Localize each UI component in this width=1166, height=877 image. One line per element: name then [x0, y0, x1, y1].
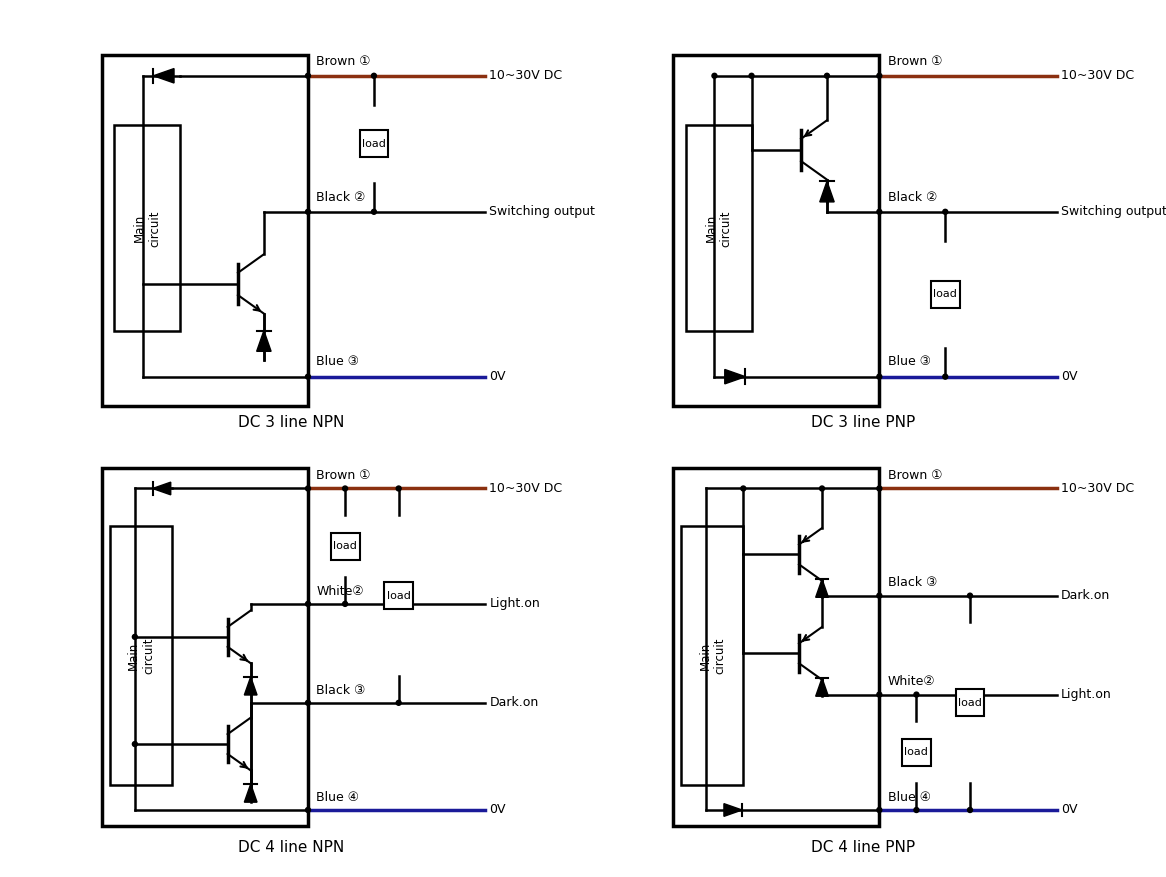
Text: DC 3 line NPN: DC 3 line NPN	[238, 415, 345, 431]
Text: load: load	[958, 698, 982, 708]
Circle shape	[305, 602, 310, 606]
Bar	[385, 582, 413, 609]
Circle shape	[968, 808, 972, 812]
Text: Main
circuit: Main circuit	[698, 638, 726, 674]
Text: DC 4 line NPN: DC 4 line NPN	[238, 840, 345, 855]
Bar	[114, 125, 181, 332]
Circle shape	[712, 74, 717, 78]
Circle shape	[877, 486, 881, 491]
Text: 10~30V DC: 10~30V DC	[490, 482, 562, 495]
Text: 0V: 0V	[1061, 370, 1077, 383]
Bar	[956, 689, 984, 717]
Circle shape	[877, 808, 881, 812]
Text: load: load	[905, 747, 928, 758]
Polygon shape	[820, 182, 834, 202]
Bar	[101, 55, 308, 405]
Text: Black ②: Black ②	[316, 190, 366, 203]
Bar	[686, 125, 752, 332]
Text: 0V: 0V	[1061, 803, 1077, 816]
Circle shape	[824, 74, 829, 78]
Text: Switching output: Switching output	[490, 205, 595, 218]
Text: load: load	[387, 590, 410, 601]
Polygon shape	[816, 579, 828, 597]
Circle shape	[372, 210, 377, 214]
Bar	[359, 131, 388, 157]
Text: 0V: 0V	[490, 803, 506, 816]
Text: 10~30V DC: 10~30V DC	[490, 69, 562, 82]
Bar	[110, 525, 171, 785]
Circle shape	[820, 486, 824, 491]
Text: load: load	[361, 139, 386, 149]
Circle shape	[943, 210, 948, 214]
Text: White②: White②	[316, 585, 364, 598]
Text: Blue ④: Blue ④	[316, 791, 359, 804]
Text: Blue ③: Blue ③	[316, 355, 359, 368]
Text: Dark.on: Dark.on	[1061, 589, 1110, 602]
Polygon shape	[725, 369, 745, 384]
Text: White②: White②	[887, 675, 935, 688]
Text: Black ③: Black ③	[316, 684, 366, 696]
Circle shape	[877, 593, 881, 598]
Circle shape	[305, 808, 310, 812]
Text: 10~30V DC: 10~30V DC	[1061, 69, 1133, 82]
Polygon shape	[245, 784, 257, 802]
Polygon shape	[724, 803, 742, 816]
Bar	[673, 468, 879, 826]
Text: DC 3 line PNP: DC 3 line PNP	[810, 415, 915, 431]
Circle shape	[343, 486, 347, 491]
Circle shape	[968, 593, 972, 598]
Text: Main
circuit: Main circuit	[133, 210, 161, 246]
Circle shape	[877, 210, 881, 214]
Text: DC 4 line PNP: DC 4 line PNP	[810, 840, 915, 855]
Circle shape	[396, 701, 401, 705]
Text: 10~30V DC: 10~30V DC	[1061, 482, 1133, 495]
Circle shape	[740, 486, 746, 491]
Circle shape	[877, 692, 881, 697]
Bar	[331, 533, 359, 560]
Circle shape	[133, 742, 138, 746]
Circle shape	[914, 808, 919, 812]
Text: Brown ①: Brown ①	[887, 54, 942, 68]
Circle shape	[305, 486, 310, 491]
Circle shape	[305, 374, 310, 379]
Text: Brown ①: Brown ①	[316, 469, 371, 482]
Bar	[673, 55, 879, 405]
Text: Brown ①: Brown ①	[887, 469, 942, 482]
Circle shape	[749, 74, 754, 78]
Bar	[930, 281, 960, 308]
Text: Light.on: Light.on	[490, 597, 540, 610]
Polygon shape	[257, 331, 272, 352]
Text: load: load	[333, 541, 357, 552]
Circle shape	[877, 374, 881, 379]
Polygon shape	[245, 677, 257, 695]
Text: Blue ④: Blue ④	[887, 791, 930, 804]
Text: load: load	[933, 289, 957, 299]
Circle shape	[343, 602, 347, 606]
Circle shape	[305, 210, 310, 214]
Circle shape	[372, 74, 377, 78]
Circle shape	[133, 634, 138, 639]
Text: Blue ③: Blue ③	[887, 355, 930, 368]
Bar	[902, 739, 930, 766]
Bar	[101, 468, 308, 826]
Circle shape	[396, 486, 401, 491]
Text: Black ③: Black ③	[887, 576, 937, 589]
Bar	[681, 525, 743, 785]
Text: Main
circuit: Main circuit	[704, 210, 732, 246]
Text: Switching output: Switching output	[1061, 205, 1166, 218]
Text: 0V: 0V	[490, 370, 506, 383]
Text: Light.on: Light.on	[1061, 688, 1111, 701]
Text: Dark.on: Dark.on	[490, 696, 539, 709]
Text: Main
circuit: Main circuit	[127, 638, 155, 674]
Polygon shape	[816, 678, 828, 696]
Circle shape	[914, 692, 919, 697]
Circle shape	[305, 74, 310, 78]
Polygon shape	[153, 482, 170, 495]
Circle shape	[943, 374, 948, 379]
Circle shape	[877, 74, 881, 78]
Text: Brown ①: Brown ①	[316, 54, 371, 68]
Text: Black ②: Black ②	[887, 190, 937, 203]
Circle shape	[305, 701, 310, 705]
Polygon shape	[154, 68, 174, 83]
